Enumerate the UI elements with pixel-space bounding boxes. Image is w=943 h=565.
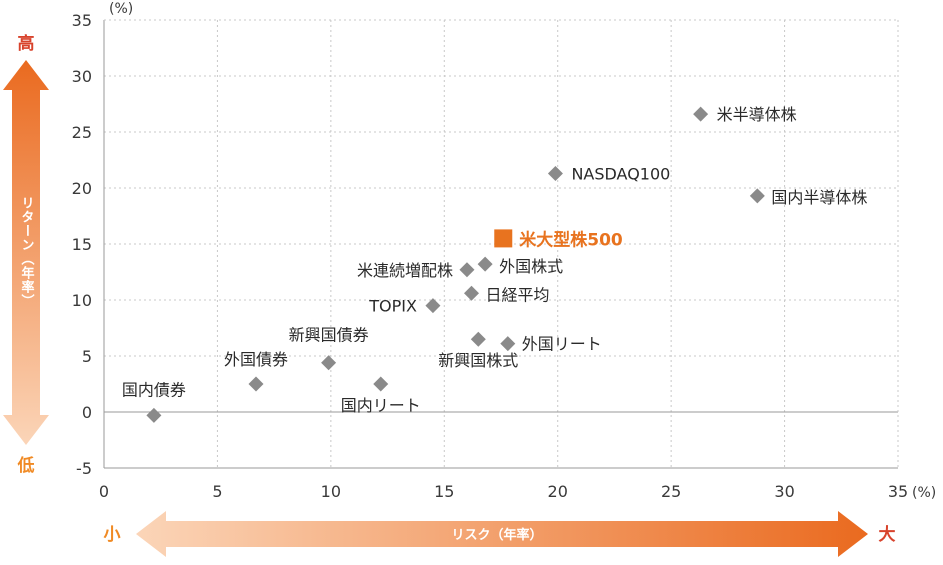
return-arrow-shape [3,60,49,445]
y-tick-label: 10 [72,291,92,310]
point-label: 国内半導体株 [771,188,867,207]
grid [104,20,898,468]
tick-labels: 0 5 10 15 20 25 30 35 -5 0 5 10 15 20 25 30 35 [72,11,909,501]
point-label: 米連続増配株 [357,261,453,280]
point-marker [693,106,709,122]
x-tick-label: 35 [888,482,908,501]
y-tick-label: -5 [76,459,92,478]
point-label: 米半導体株 [717,105,797,124]
point-label: TOPIX [368,297,417,316]
x-tick-label: 15 [434,482,454,501]
point-label: 国内リート [341,396,421,415]
point-marker [470,331,486,347]
y-tick-label: 15 [72,235,92,254]
y-tick-label: 30 [72,67,92,86]
y-tick-label: 0 [82,403,92,422]
point-marker [749,188,765,204]
point-marker [477,256,493,272]
risk-high-label: 大 [879,524,896,545]
x-tick-label: 25 [661,482,681,501]
point-marker [373,376,389,392]
data-points [146,106,765,423]
point-label: 外国リート [522,335,602,354]
point-marker [146,407,162,423]
risk-arrow-text: リスク（年率） [451,527,542,543]
point-label: 新興国債券 [289,326,369,345]
point-label: 外国債券 [224,350,288,369]
y-tick-label: 35 [72,11,92,30]
point-label: 外国株式 [499,257,563,276]
point-label: 国内債券 [122,380,186,399]
point-marker [425,298,441,314]
y-tick-label: 25 [72,123,92,142]
axes [103,19,899,469]
point-marker [547,165,563,181]
point-marker [321,355,337,371]
x-tick-label: 0 [99,482,109,501]
y-tick-label: 5 [82,347,92,366]
y-unit-label: (%) [109,1,133,17]
risk-low-label: 小 [104,525,121,545]
x-tick-label: 5 [212,482,222,501]
return-low-label: 低 [17,455,35,476]
point-marker [500,336,516,352]
highlight-point-label: 米大型株500 [519,229,623,250]
point-marker [464,285,480,301]
point-label: 新興国株式 [438,351,518,370]
x-unit-label: (%) [912,485,936,501]
y-tick-label: 20 [72,179,92,198]
return-arrow: 高 低 リターン（年率） [3,33,49,476]
risk-arrow-shape [136,511,868,557]
x-tick-label: 20 [548,482,568,501]
x-tick-label: 30 [774,482,794,501]
x-tick-label: 10 [321,482,341,501]
return-arrow-text: リターン（年率） [19,196,36,308]
risk-arrow: 小 大 リスク（年率） [104,511,896,557]
point-label: NASDAQ100 [571,164,670,183]
return-high-label: 高 [18,33,35,54]
point-label: 日経平均 [486,285,550,304]
highlight-point-marker [494,229,513,248]
point-marker [248,376,264,392]
point-marker [459,262,475,278]
